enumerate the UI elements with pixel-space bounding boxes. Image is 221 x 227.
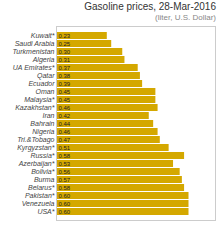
svg-text:0.31: 0.31 [59, 57, 71, 63]
svg-text:0.46: 0.46 [59, 129, 71, 135]
svg-text:0.23: 0.23 [59, 33, 71, 39]
svg-text:Pakistan*: Pakistan* [25, 192, 55, 199]
svg-text:0.58: 0.58 [59, 153, 71, 159]
svg-text:0.44: 0.44 [59, 121, 71, 127]
svg-text:USA*: USA* [37, 208, 54, 215]
svg-text:Venezuela: Venezuela [22, 200, 55, 207]
svg-text:Kuwait*: Kuwait* [31, 32, 55, 39]
svg-text:Oman: Oman [35, 88, 54, 95]
svg-text:0.51: 0.51 [59, 145, 71, 151]
svg-text:Iran: Iran [42, 112, 54, 119]
svg-text:0.30: 0.30 [59, 49, 71, 55]
svg-text:0.47: 0.47 [59, 137, 71, 143]
svg-text:0.46: 0.46 [59, 105, 71, 111]
svg-text:Kyrgyzstan*: Kyrgyzstan* [17, 144, 55, 152]
svg-text:Kazakhstan*: Kazakhstan* [15, 104, 55, 111]
svg-text:0.45: 0.45 [59, 89, 71, 95]
svg-text:Bahrain: Bahrain [30, 120, 54, 127]
svg-text:Ecuador: Ecuador [28, 80, 55, 87]
svg-text:Russia*: Russia* [30, 152, 54, 159]
svg-text:0.45: 0.45 [59, 97, 71, 103]
svg-text:Saudi Arabia: Saudi Arabia [15, 40, 55, 47]
svg-text:0.56: 0.56 [59, 169, 71, 175]
svg-text:Burma: Burma [34, 176, 55, 183]
svg-text:0.39: 0.39 [59, 81, 71, 87]
svg-text:0.37: 0.37 [59, 65, 71, 71]
svg-text:0.42: 0.42 [59, 113, 71, 119]
svg-text:0.60: 0.60 [59, 201, 71, 207]
svg-text:Tri.&Tobago: Tri.&Tobago [17, 136, 54, 144]
svg-text:0.58: 0.58 [59, 185, 71, 191]
svg-text:UA Emirates*: UA Emirates* [13, 64, 55, 71]
svg-text:0.25: 0.25 [59, 41, 71, 47]
svg-text:Azerbaijan*: Azerbaijan* [18, 160, 55, 168]
svg-text:0.53: 0.53 [59, 161, 71, 167]
svg-text:0.57: 0.57 [59, 177, 71, 183]
svg-text:0.60: 0.60 [59, 209, 71, 215]
svg-text:Bolivia*: Bolivia* [31, 168, 55, 175]
svg-text:Algeria: Algeria [32, 56, 55, 64]
svg-text:Qatar: Qatar [37, 72, 55, 80]
svg-text:Nigeria: Nigeria [32, 128, 54, 136]
svg-text:Turkmenistan: Turkmenistan [13, 48, 55, 55]
html-text:(liter, U.S. Dollar): (liter, U.S. Dollar) [155, 13, 216, 22]
svg-text:Malaysia*: Malaysia* [24, 96, 55, 104]
svg-text:Belarus*: Belarus* [28, 184, 55, 191]
svg-text:0.60: 0.60 [59, 193, 71, 199]
svg-text:0.38: 0.38 [59, 73, 71, 79]
html-text:Gasoline prices, 28-Mar-2016: Gasoline prices, 28-Mar-2016 [84, 1, 216, 12]
